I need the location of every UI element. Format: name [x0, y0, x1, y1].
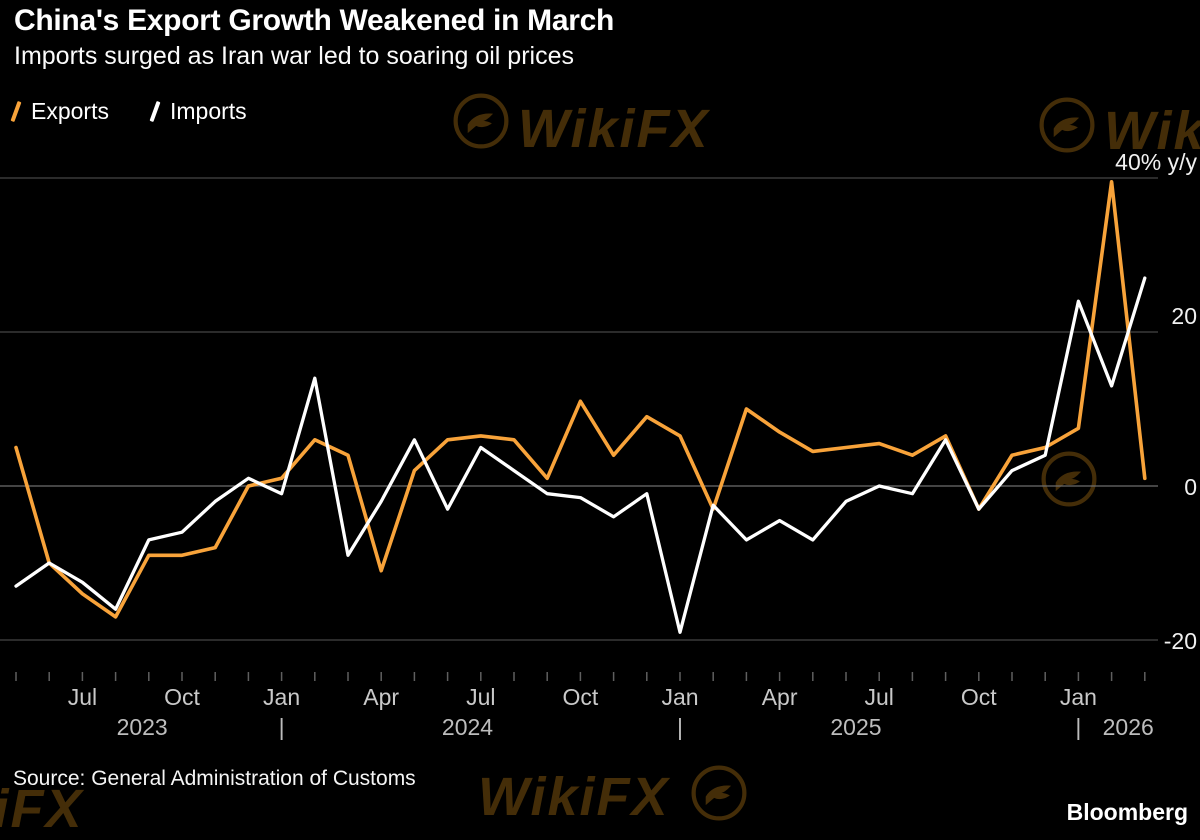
bloomberg-logo: Bloomberg	[1066, 799, 1188, 825]
x-tick-label: Oct	[961, 684, 997, 710]
wikifx-watermark-text: WikiFX	[518, 99, 710, 159]
exports-line	[14, 180, 1147, 619]
x-tick-label: Apr	[762, 684, 798, 710]
wikifx-eagle-badge-icon	[1038, 96, 1096, 154]
year-separator: |	[1075, 714, 1081, 740]
legend-label-exports: Exports	[31, 98, 109, 124]
y-axis-label: -20	[1164, 628, 1197, 654]
x-tick-label: Jan	[263, 684, 300, 710]
wikifx-eagle-badge-icon	[690, 764, 748, 822]
x-tick-label: Jan	[661, 684, 698, 710]
legend-label-imports: Imports	[169, 98, 247, 124]
chart-subtitle: Imports surged as Iran war led to soarin…	[14, 41, 574, 70]
wikifx-watermark-text: WikiFX	[0, 779, 84, 839]
year-label: 2024	[442, 714, 493, 740]
y-axis-label: 0	[1184, 474, 1197, 500]
legend-item-imports: Imports	[149, 98, 247, 125]
x-tick-label: Jul	[864, 684, 893, 710]
year-separator: |	[677, 714, 683, 740]
page-title: China's Export Growth Weakened in March	[14, 4, 614, 37]
year-label: 2026	[1103, 714, 1154, 740]
y-axis-label: 40% y/y	[1115, 149, 1197, 175]
imports-line	[14, 276, 1147, 634]
x-tick-label: Oct	[563, 684, 599, 710]
wikifx-watermark-text: WikiFX	[1104, 101, 1200, 161]
chart-legend: Exports Imports	[10, 98, 247, 125]
year-label: 2025	[830, 714, 881, 740]
chart-header: China's Export Growth Weakened in March …	[14, 4, 614, 71]
legend-item-exports: Exports	[10, 98, 109, 125]
source-note: Source: General Administration of Custom…	[13, 767, 416, 790]
y-axis-label: 20	[1171, 303, 1197, 329]
imports-line-marker-icon	[149, 100, 161, 123]
x-tick-label: Jan	[1060, 684, 1097, 710]
wikifx-watermark-text: WikiFX	[478, 767, 670, 827]
x-tick-label: Jul	[68, 684, 97, 710]
year-separator: |	[279, 714, 285, 740]
wikifx-eagle-badge-icon	[1040, 450, 1098, 508]
x-tick-label: Jul	[466, 684, 495, 710]
x-tick-label: Oct	[164, 684, 200, 710]
x-tick-label: Apr	[363, 684, 399, 710]
year-label: 2023	[117, 714, 168, 740]
wikifx-eagle-badge-icon	[452, 92, 510, 150]
